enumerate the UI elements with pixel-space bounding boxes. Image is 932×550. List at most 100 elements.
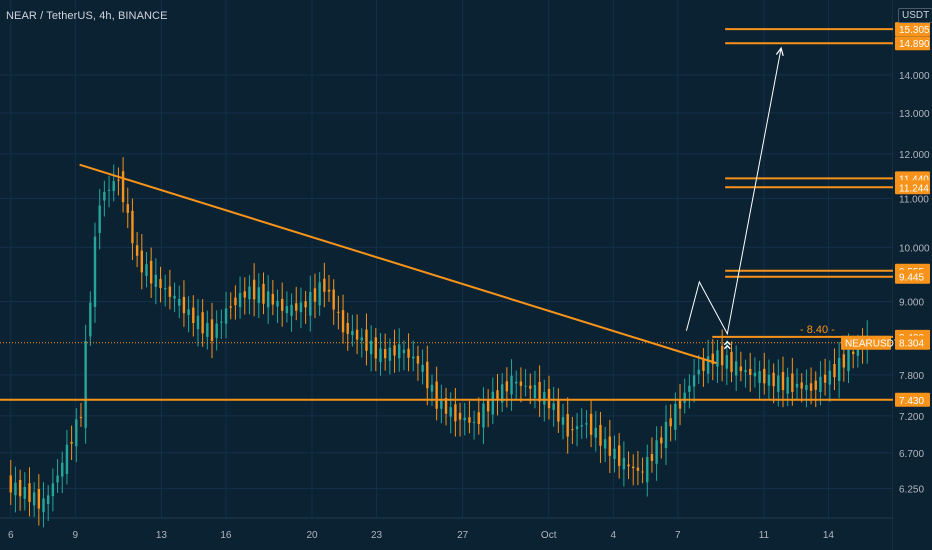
candle-body: [234, 297, 237, 306]
candle-body: [56, 475, 59, 483]
time-tick-label: 9: [73, 530, 79, 541]
candle-body: [360, 337, 363, 341]
candle-body: [196, 315, 200, 330]
candle-body: [341, 310, 345, 333]
level-price-label: 9.445: [899, 273, 924, 284]
candle-body: [524, 385, 527, 387]
candle-body: [538, 381, 541, 402]
candle-body: [837, 357, 841, 381]
candle-body: [149, 260, 153, 284]
candle-body: [112, 181, 115, 192]
price-tick-label: 7.800: [899, 371, 924, 382]
candle-body: [678, 400, 682, 409]
price-tick-label: 12.000: [899, 150, 930, 161]
candle-body: [753, 372, 757, 377]
candle-body: [238, 293, 242, 308]
ticker-label: NEARUSDT: [845, 339, 900, 350]
candle-body: [323, 278, 326, 292]
candle-body: [458, 412, 462, 420]
candle-body: [224, 308, 228, 324]
projection-path: [685, 47, 782, 336]
candle-body: [613, 448, 616, 460]
level-price-badge: [895, 392, 930, 407]
candle-body: [229, 306, 232, 308]
candle-body: [515, 381, 518, 384]
price-tick-label: 6.250: [899, 484, 924, 495]
level-price-label: 11.440: [899, 174, 929, 185]
candle-body: [510, 375, 513, 395]
candle-body: [383, 349, 387, 359]
candle-body: [61, 462, 64, 477]
time-tick-label: 13: [156, 530, 168, 541]
candle-body: [332, 289, 335, 310]
candle-body: [585, 423, 588, 425]
level-price-label: 11.244: [899, 183, 929, 194]
level-price-label: 14.890: [899, 39, 930, 50]
candle-body: [543, 391, 546, 405]
candle-body: [407, 348, 410, 358]
candle-body: [734, 361, 738, 376]
time-tick-label: 20: [306, 530, 318, 541]
candle-body: [75, 419, 78, 447]
candle-body: [477, 412, 480, 424]
candle-body: [561, 417, 565, 425]
time-tick-label: 4: [610, 530, 616, 541]
price-tick-label: 14.000: [899, 71, 930, 82]
candle-body: [9, 475, 12, 493]
candle-body: [295, 303, 298, 311]
candle-body: [299, 302, 303, 313]
level-price-badge: [895, 22, 930, 37]
level-price-badge: [895, 269, 930, 284]
candle-body: [416, 355, 420, 364]
candle-body: [51, 483, 55, 497]
candle-body: [220, 321, 223, 323]
candle-body: [65, 444, 69, 475]
candle-body: [772, 372, 775, 387]
candle-body: [819, 376, 822, 393]
candle-body: [482, 403, 485, 428]
resistance-support-levels: [0, 28, 893, 401]
candle-body: [589, 413, 593, 435]
candle-body: [856, 344, 860, 356]
candle-body: [444, 398, 448, 414]
candle-body: [215, 323, 218, 338]
candle-body: [486, 400, 490, 412]
price-tick-label: 10.000: [899, 243, 930, 254]
time-tick-label: 11: [759, 530, 770, 541]
candle-body: [430, 384, 434, 392]
candle-body: [327, 289, 331, 292]
time-tick-label: 14: [823, 530, 835, 541]
candle-body: [683, 392, 686, 403]
level-price-badge: [895, 180, 930, 195]
candle-body: [833, 363, 836, 378]
candle-body: [617, 445, 621, 466]
candle-body: [252, 279, 256, 300]
candle-body: [351, 330, 354, 336]
candle-body: [388, 347, 392, 361]
candle-body: [266, 291, 270, 308]
unit-badge[interactable]: USDT: [898, 8, 932, 23]
candle-body: [173, 295, 176, 299]
chevron-up-icon: [723, 340, 731, 346]
level-annotation: - 8.40 -: [800, 324, 835, 336]
candle-body: [18, 479, 22, 497]
candle-body: [795, 383, 799, 388]
candle-body: [28, 483, 31, 503]
candle-body: [674, 403, 677, 430]
candle-body: [777, 375, 780, 392]
candle-body: [688, 385, 691, 392]
candle-body: [842, 354, 846, 368]
candle-body: [79, 416, 83, 418]
candle-body: [781, 372, 785, 391]
candle-body: [580, 425, 583, 427]
candle-body: [206, 322, 209, 337]
candle-body: [168, 286, 172, 297]
candle-body: [393, 345, 396, 356]
candle-body: [557, 400, 560, 422]
price-axis-ticks: 14.000 13.000 12.000 11.000 10.000 9.000 7.800…: [899, 71, 930, 496]
candle-body: [454, 404, 457, 422]
candle-body: [692, 375, 696, 387]
candle-body: [800, 382, 803, 389]
candle-body: [519, 381, 523, 386]
